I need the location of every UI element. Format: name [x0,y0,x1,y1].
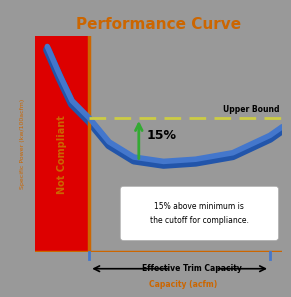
Title: Performance Curve: Performance Curve [76,17,241,32]
Text: Capacity (acfm): Capacity (acfm) [149,280,217,290]
Text: Not Compliant: Not Compliant [57,116,67,194]
Text: 15% above minimum is
the cutoff for compliance.: 15% above minimum is the cutoff for comp… [150,202,249,225]
FancyBboxPatch shape [120,186,278,241]
Text: 15%: 15% [146,129,176,142]
Y-axis label: Specific Power (kw/100acfm): Specific Power (kw/100acfm) [20,99,25,189]
Text: Effective Trim Capacity: Effective Trim Capacity [142,264,242,273]
Text: Upper Bound: Upper Bound [223,105,280,114]
Bar [35,36,89,252]
